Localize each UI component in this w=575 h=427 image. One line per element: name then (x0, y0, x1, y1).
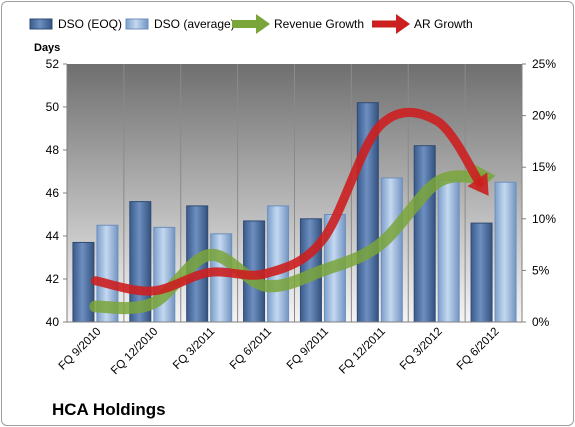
legend-swatch-dso-eoq (29, 18, 53, 30)
x-tick-label: FQ 12/2010 (109, 326, 160, 377)
x-tick-label: FQ 12/2011 (337, 326, 388, 377)
legend-label: AR Growth (414, 17, 473, 31)
x-tick-label: FQ 3/2011 (171, 326, 217, 372)
y-tick-label: 46 (46, 186, 60, 200)
bar-dso-average (494, 181, 517, 323)
legend-label: DSO (average) (154, 17, 235, 31)
x-tick-label: FQ 6/2012 (455, 326, 502, 373)
ar-growth-line (90, 108, 485, 296)
x-tick-label: FQ 6/2011 (228, 326, 274, 372)
legend-arrow-ar-growth (396, 14, 410, 34)
y-tick-label: 50 (46, 100, 60, 114)
y-tick-label: 44 (46, 229, 60, 243)
x-tick-label: FQ 9/2010 (57, 326, 104, 373)
y-tick-label: 52 (46, 57, 60, 71)
bar-dso-eoq (470, 222, 493, 323)
bar-dso-average (437, 179, 460, 323)
bar-dso-average (380, 177, 403, 323)
y2-tick-label: 15% (532, 160, 556, 174)
bar-dso-average (210, 233, 233, 323)
y-axis-title: Days (34, 42, 61, 54)
legend-label: DSO (EOQ) (58, 17, 122, 31)
y2-tick-label: 5% (532, 263, 550, 277)
legend-label: Revenue Growth (274, 17, 364, 31)
y2-tick-label: 10% (532, 212, 556, 226)
legend-swatch-dso-average (125, 18, 149, 30)
x-tick-label: FQ 3/2012 (398, 326, 445, 373)
x-tick-label: FQ 9/2011 (285, 326, 331, 372)
y2-tick-label: 20% (532, 109, 556, 123)
y-tick-label: 40 (46, 315, 60, 329)
revenue-growth-line (89, 170, 486, 315)
y-tick-label: 42 (46, 272, 60, 286)
bar-dso-eoq (413, 145, 436, 323)
y-tick-label: 48 (46, 143, 60, 157)
bar-dso-average (153, 226, 176, 323)
y2-tick-label: 0% (532, 315, 550, 329)
y2-tick-label: 25% (532, 57, 556, 71)
legend-arrow-revenue-growth (256, 14, 270, 34)
ar-growth-arrowhead (467, 172, 489, 196)
company-title: HCA Holdings (52, 400, 166, 419)
